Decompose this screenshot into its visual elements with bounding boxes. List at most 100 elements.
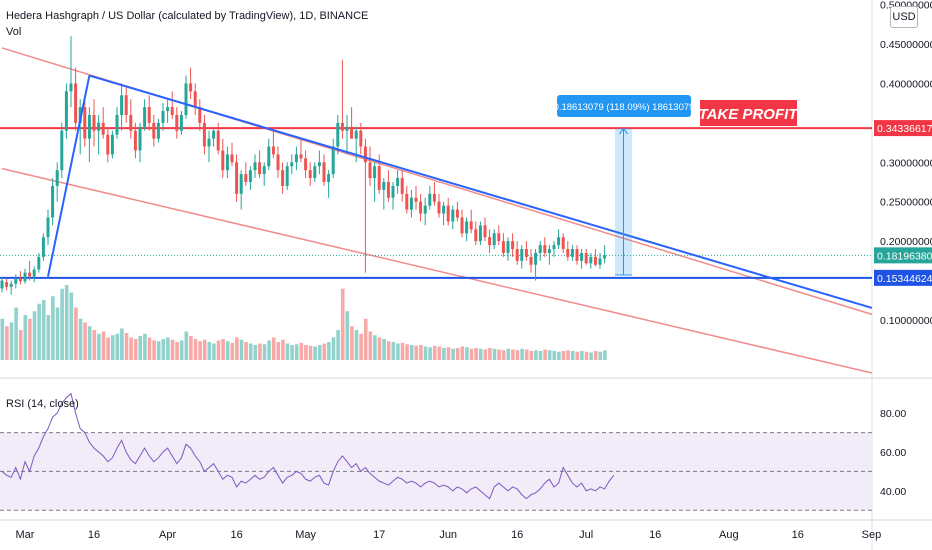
rsi-line <box>1 392 615 500</box>
volume-bar <box>432 345 437 360</box>
candle-body <box>258 162 262 175</box>
candle-body <box>488 237 492 246</box>
volume-bar <box>419 345 423 360</box>
volume-bar <box>115 333 120 360</box>
candle-series <box>0 36 607 295</box>
candle-body <box>198 107 202 123</box>
candle-body <box>534 252 538 265</box>
candle-body <box>221 150 225 171</box>
candle-body <box>64 91 68 131</box>
volume-bar <box>538 351 543 360</box>
time-tick-label: Aug <box>719 529 739 541</box>
time-tick-label: 16 <box>230 529 242 541</box>
volume-bar <box>322 343 327 360</box>
candle-body <box>166 107 170 112</box>
candle-body <box>101 122 105 135</box>
candle-body <box>143 107 147 127</box>
candle-body <box>46 217 50 238</box>
candle-body <box>414 197 418 202</box>
candle-body <box>202 122 206 147</box>
volume-bar <box>543 349 547 360</box>
candle-body <box>124 95 128 115</box>
volume-bar <box>552 351 557 360</box>
price-label-bg <box>874 120 932 137</box>
rsi-tick-label: 40.00 <box>880 486 906 498</box>
volume-bar <box>294 344 299 360</box>
candle-body <box>566 249 570 257</box>
volume-bar <box>317 345 322 360</box>
candle-body <box>37 256 41 270</box>
candle-body <box>23 272 27 282</box>
candle-body <box>9 283 13 287</box>
volume-bar <box>396 343 400 360</box>
volume-bar <box>455 348 460 360</box>
currency-badge[interactable]: USD <box>890 6 918 28</box>
candle-body <box>170 107 174 115</box>
candle-body <box>138 126 142 151</box>
volume-bar <box>350 326 354 360</box>
candle-body <box>543 245 547 253</box>
volume-bar <box>0 318 5 360</box>
volume-bar <box>166 337 170 360</box>
volume-bar <box>529 351 534 360</box>
candle-body <box>557 237 561 246</box>
candle-body <box>271 146 275 155</box>
candle-body <box>5 282 9 287</box>
candle-body <box>529 256 533 265</box>
volume-bar <box>258 343 262 360</box>
volume-bar <box>235 337 239 360</box>
volume-bar <box>327 342 331 360</box>
volume-bar <box>271 337 276 360</box>
time-tick-label: 16 <box>649 529 661 541</box>
volume-bar <box>363 318 368 360</box>
candle-body <box>511 241 515 250</box>
volume-bar <box>120 328 124 360</box>
candle-body <box>524 249 528 257</box>
candle-body <box>446 205 450 222</box>
candle-body <box>478 225 482 242</box>
price-tick-label: 0.10000000 <box>880 315 932 327</box>
candle-body <box>580 252 584 261</box>
volume-bar <box>589 352 593 360</box>
volume-bar <box>308 345 313 360</box>
volume-bar <box>69 292 74 360</box>
candle-body <box>469 221 473 230</box>
candle-body <box>570 249 574 257</box>
price-label-bg <box>874 247 932 264</box>
candle-body <box>400 178 404 194</box>
candle-body <box>106 134 110 155</box>
volume-bar <box>221 339 225 360</box>
volume-bar <box>189 336 193 360</box>
price-tick-label: 0.30000000 <box>880 157 932 169</box>
candle-body <box>359 130 363 147</box>
volume-bar <box>138 336 143 360</box>
volume-bar <box>524 349 529 360</box>
descending-resistance <box>89 74 873 309</box>
candle-body <box>28 272 32 277</box>
candle-body <box>322 162 326 182</box>
candle-body <box>483 225 487 238</box>
volume-bar <box>244 342 248 360</box>
candle-body <box>598 258 602 265</box>
candle-body <box>575 249 579 261</box>
candle-body <box>363 146 367 163</box>
impulse-leg <box>47 75 91 277</box>
candle-body <box>465 221 469 234</box>
volume-bar <box>331 337 336 360</box>
volume-bar <box>170 339 175 360</box>
candle-body <box>225 154 229 171</box>
time-tick-label: Jun <box>439 529 457 541</box>
candle-body <box>327 174 331 182</box>
candle-body <box>294 154 298 163</box>
candle-body <box>281 170 285 186</box>
measure-label-bg <box>557 95 691 117</box>
volume-bar <box>409 345 414 360</box>
candle-body <box>538 245 542 253</box>
candle-body <box>285 166 289 186</box>
candle-body <box>74 83 78 123</box>
time-tick-label: Sep <box>862 529 882 541</box>
volume-bar <box>276 342 281 360</box>
candle-body <box>317 162 321 167</box>
volume-bar <box>46 315 51 360</box>
